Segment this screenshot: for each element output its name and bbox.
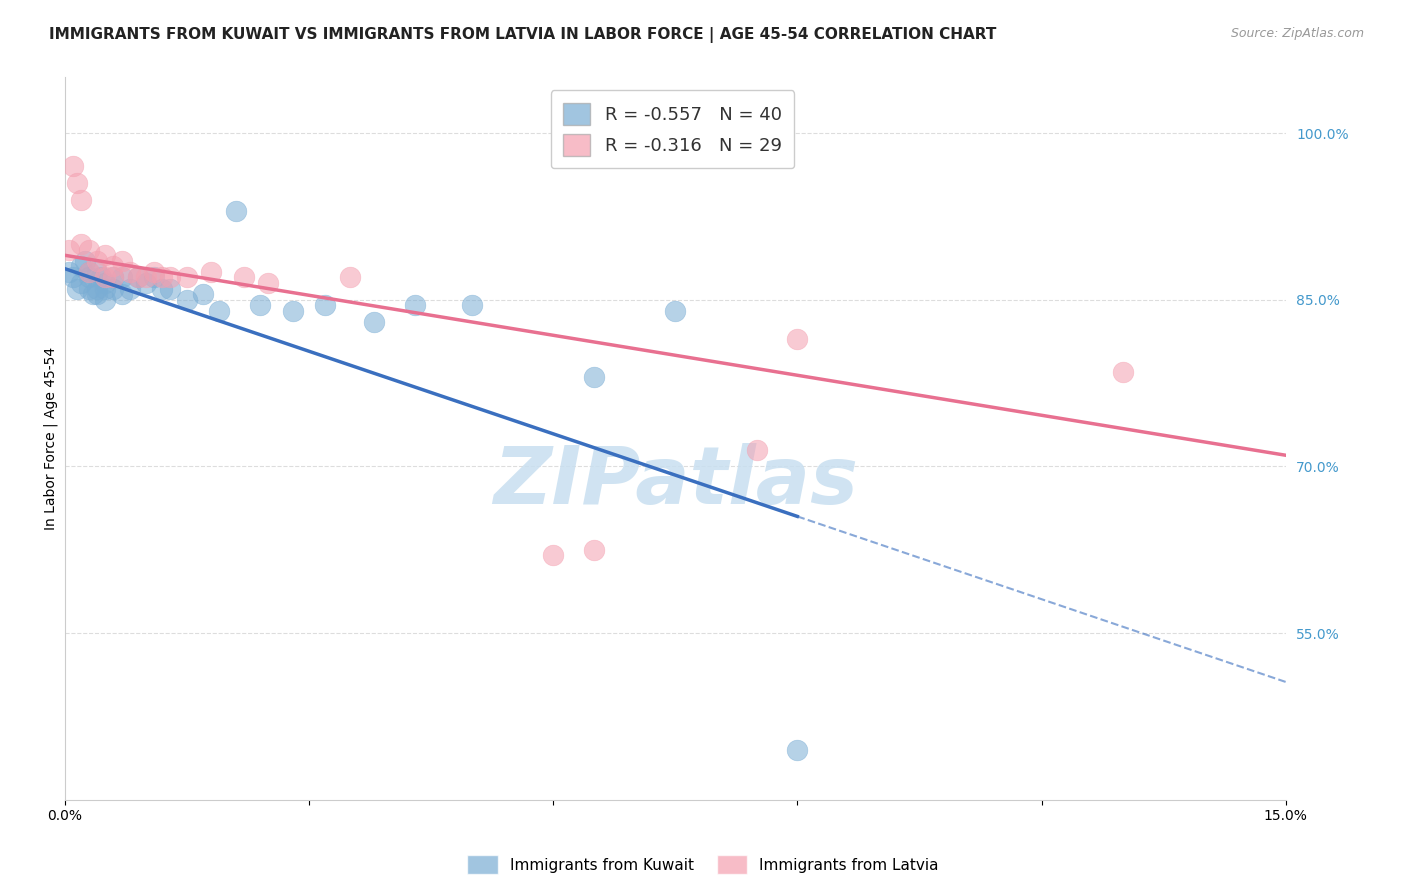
Point (62, 270, 84, 285)
Y-axis label: In Labor Force | Age 45-54: In Labor Force | Age 45-54 (44, 347, 58, 530)
Point (143, 265, 166, 279)
Point (582, 370, 605, 384)
Point (66, 282, 89, 296)
Point (118, 265, 141, 279)
Point (77, 265, 100, 279)
Point (103, 270, 125, 285)
Point (94, 248, 117, 262)
Point (143, 270, 166, 285)
Point (1112, 365, 1135, 379)
Legend: Immigrants from Kuwait, Immigrants from Latvia: Immigrants from Kuwait, Immigrants from … (461, 849, 945, 880)
Point (94, 293, 117, 307)
Point (135, 276, 157, 290)
Point (200, 265, 222, 279)
Point (159, 270, 181, 285)
Point (404, 298, 426, 312)
Point (94, 276, 117, 290)
Point (135, 270, 157, 285)
Text: ZIPatlas: ZIPatlas (492, 443, 858, 521)
Point (127, 270, 149, 285)
Point (82, 287, 104, 301)
Text: Source: ZipAtlas.com: Source: ZipAtlas.com (1230, 27, 1364, 40)
Point (225, 203, 247, 218)
Point (73, 253, 96, 268)
Point (77, 270, 100, 285)
Point (176, 293, 198, 307)
Point (786, 743, 808, 757)
Point (150, 282, 173, 296)
Text: IMMIGRANTS FROM KUWAIT VS IMMIGRANTS FROM LATVIA IN LABOR FORCE | AGE 45-54 CORR: IMMIGRANTS FROM KUWAIT VS IMMIGRANTS FRO… (49, 27, 997, 43)
Point (314, 298, 336, 312)
Point (541, 549, 564, 563)
Point (94, 270, 117, 285)
Point (103, 282, 125, 296)
Point (745, 442, 768, 457)
Point (118, 282, 141, 296)
Legend: R = -0.557   N = 40, R = -0.316   N = 29: R = -0.557 N = 40, R = -0.316 N = 29 (551, 90, 794, 169)
Point (127, 270, 149, 285)
Point (786, 332, 808, 346)
Point (150, 270, 173, 285)
Point (257, 276, 280, 290)
Point (110, 253, 132, 268)
Point (191, 287, 214, 301)
Point (208, 303, 231, 318)
Point (103, 260, 125, 274)
Point (86, 287, 108, 301)
Point (77, 282, 100, 296)
Point (58, 243, 80, 257)
Point (110, 270, 132, 285)
Point (110, 287, 132, 301)
Point (159, 282, 181, 296)
Point (77, 265, 100, 279)
Point (66, 176, 89, 190)
Point (460, 298, 482, 312)
Point (70, 237, 93, 252)
Point (77, 243, 100, 257)
Point (339, 270, 361, 285)
Point (281, 303, 304, 318)
Point (86, 265, 108, 279)
Point (94, 282, 117, 296)
Point (103, 270, 125, 285)
Point (62, 159, 84, 173)
Point (664, 303, 686, 318)
Point (90, 270, 112, 285)
Point (363, 315, 385, 329)
Point (582, 542, 605, 557)
Point (70, 193, 93, 207)
Point (70, 276, 93, 290)
Point (86, 282, 108, 296)
Point (58, 265, 80, 279)
Point (176, 270, 198, 285)
Point (86, 253, 108, 268)
Point (232, 270, 254, 285)
Point (70, 260, 93, 274)
Point (249, 298, 271, 312)
